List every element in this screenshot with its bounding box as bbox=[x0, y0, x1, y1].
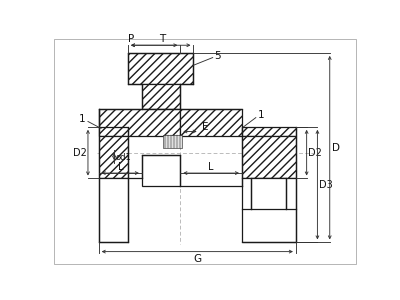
Text: D2: D2 bbox=[72, 148, 86, 158]
Text: L: L bbox=[118, 161, 123, 172]
Text: 5: 5 bbox=[214, 51, 221, 61]
Text: 1: 1 bbox=[78, 114, 85, 124]
Bar bbox=[242, 178, 296, 242]
Text: D3: D3 bbox=[319, 180, 333, 190]
Text: D: D bbox=[332, 143, 340, 153]
Bar bbox=[99, 109, 180, 136]
Text: T: T bbox=[160, 34, 166, 44]
Text: D2: D2 bbox=[308, 148, 322, 158]
Bar bbox=[99, 136, 128, 178]
Text: E: E bbox=[202, 122, 208, 132]
Bar bbox=[180, 109, 242, 136]
Bar bbox=[128, 53, 194, 84]
Text: L: L bbox=[208, 161, 214, 172]
Bar bbox=[142, 155, 180, 186]
Bar bbox=[242, 136, 296, 178]
Bar bbox=[99, 178, 128, 242]
Bar bbox=[163, 135, 182, 148]
Bar bbox=[99, 127, 128, 136]
Text: 1: 1 bbox=[257, 110, 264, 119]
Bar bbox=[242, 127, 296, 136]
Text: ød1: ød1 bbox=[116, 152, 132, 161]
Text: G: G bbox=[193, 254, 201, 264]
Bar bbox=[142, 84, 180, 109]
Text: P: P bbox=[128, 34, 134, 44]
Bar bbox=[251, 178, 286, 209]
